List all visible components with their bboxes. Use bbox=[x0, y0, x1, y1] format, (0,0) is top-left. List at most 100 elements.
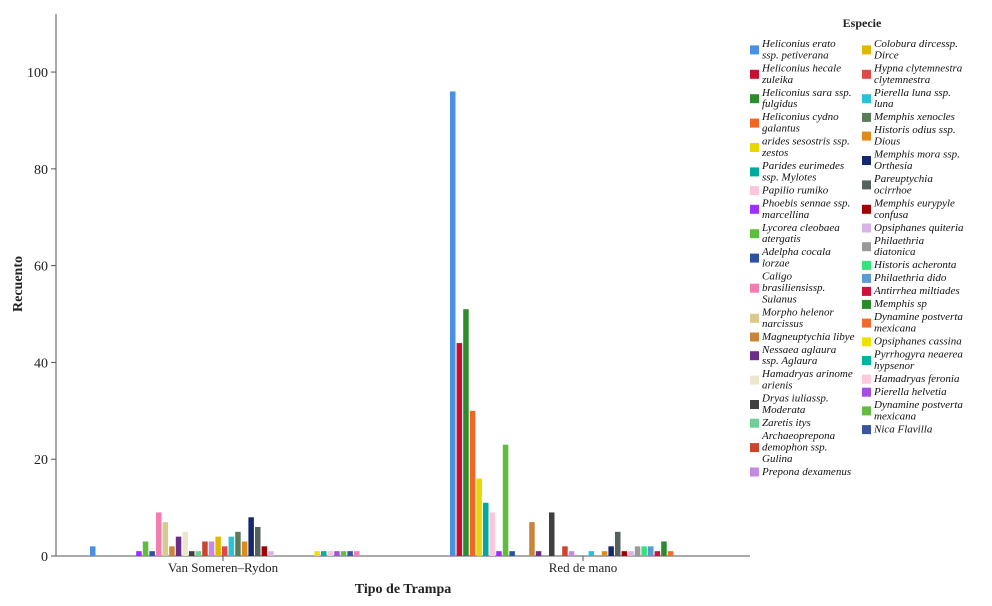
legend-swatch bbox=[750, 418, 759, 428]
legend-label: Magneuptychia libye bbox=[761, 331, 855, 343]
bar bbox=[549, 512, 555, 556]
legend-label: mexicana bbox=[874, 410, 917, 422]
legend-label: Dynamine postverta bbox=[873, 399, 963, 411]
bar bbox=[641, 546, 647, 556]
legend-label: Lycorea cleobaea bbox=[761, 222, 840, 234]
bars bbox=[90, 91, 674, 556]
legend-swatch bbox=[750, 332, 759, 342]
legend-label: diatonica bbox=[874, 246, 916, 258]
bar bbox=[648, 546, 654, 556]
legend-label: hypsenor bbox=[874, 360, 915, 372]
legend-label: Dynamine postverta bbox=[873, 311, 963, 323]
legend-item: Historis odius ssp.Dious bbox=[862, 124, 956, 148]
bar bbox=[156, 512, 162, 556]
legend-swatch bbox=[750, 69, 759, 79]
legend-swatch bbox=[862, 180, 871, 190]
legend-swatch bbox=[750, 443, 759, 453]
y-tick-label: 60 bbox=[34, 260, 48, 275]
bar bbox=[261, 546, 268, 556]
legend-label: Gulina bbox=[762, 453, 793, 465]
x-axis-ticks: Van Someren–Rydon Red de mano bbox=[168, 556, 617, 575]
bar bbox=[509, 551, 515, 556]
legend-label: Dirce bbox=[873, 49, 899, 61]
legend-label: Heliconius hecale bbox=[761, 62, 841, 74]
legend-label: lorzae bbox=[762, 258, 790, 270]
bar bbox=[529, 522, 535, 556]
legend-title: Especie bbox=[843, 16, 882, 30]
legend-label: Colobura dircessp. bbox=[874, 38, 958, 50]
legend-item: Memphis xenocles bbox=[862, 111, 955, 123]
bar bbox=[450, 91, 456, 556]
legend-label: zestos bbox=[761, 147, 788, 159]
legend-item: Prepona dexamenus bbox=[750, 466, 851, 478]
legend-label: Zaretis itys bbox=[762, 417, 811, 429]
legend-label: Memphis xenocles bbox=[873, 111, 955, 123]
legend-swatch bbox=[750, 45, 759, 55]
legend-item: Colobura dircessp.Dirce bbox=[862, 38, 958, 61]
legend-swatch bbox=[750, 94, 759, 104]
bar bbox=[202, 541, 208, 556]
legend-swatch bbox=[862, 286, 871, 296]
legend-label: mexicana bbox=[874, 323, 917, 335]
legend-swatch bbox=[750, 467, 759, 477]
bar bbox=[489, 512, 496, 556]
bar bbox=[608, 546, 614, 556]
legend-swatch bbox=[750, 313, 759, 323]
legend-label: Philaethria bbox=[873, 235, 925, 247]
legend-label: ssp. Aglaura bbox=[762, 355, 818, 367]
bar bbox=[90, 546, 96, 556]
legend-item: Phoebis sennae ssp.marcellina bbox=[750, 197, 850, 221]
legend-label: arides sesostris ssp. bbox=[762, 136, 850, 148]
legend-label: Pyrrhogyra neaerea bbox=[873, 349, 963, 361]
legend-item: Pierella luna ssp.luna bbox=[862, 87, 951, 110]
bar bbox=[248, 517, 254, 556]
bar bbox=[222, 546, 228, 556]
legend-swatch bbox=[750, 400, 759, 409]
legend-label: luna bbox=[874, 98, 894, 110]
legend-swatch bbox=[862, 260, 871, 270]
legend-label: narcissus bbox=[762, 318, 803, 330]
x-tick-label: Red de mano bbox=[549, 560, 618, 575]
legend-label: Opsiphanes cassina bbox=[874, 336, 962, 348]
legend-swatch bbox=[862, 204, 871, 214]
legend-label: Historis acheronta bbox=[873, 259, 957, 271]
legend-label: Pierella luna ssp. bbox=[873, 87, 951, 99]
bar bbox=[476, 478, 482, 556]
legend-item: Memphis sp bbox=[862, 298, 927, 310]
legend-label: Orthesia bbox=[874, 160, 913, 172]
bar bbox=[195, 551, 202, 556]
bar bbox=[340, 551, 347, 556]
legend-item: Opsiphanes cassina bbox=[862, 336, 962, 348]
legend-swatch bbox=[862, 131, 871, 141]
legend-swatch bbox=[750, 167, 759, 177]
bar bbox=[535, 551, 542, 556]
legend-swatch bbox=[862, 318, 871, 328]
legend-swatch bbox=[750, 351, 759, 361]
legend-item: Dryas iuliassp.Moderata bbox=[750, 393, 829, 416]
legend-swatch bbox=[862, 299, 871, 309]
legend-swatch bbox=[750, 143, 759, 152]
legend-swatch bbox=[862, 406, 871, 416]
legend-label: Phoebis sennae ssp. bbox=[761, 197, 850, 209]
legend-label: Caligo bbox=[762, 271, 792, 283]
legend-label: Opsiphanes quiteria bbox=[874, 222, 964, 234]
y-tick-label: 100 bbox=[27, 66, 48, 81]
legend-label: Antirrhea miltiades bbox=[873, 285, 960, 297]
legend-swatch bbox=[862, 223, 871, 233]
bar bbox=[496, 551, 502, 556]
legend-label: Heliconius cydno bbox=[761, 111, 839, 123]
legend-label: Heliconius erato bbox=[761, 38, 836, 50]
legend-label: Adelpha cocala bbox=[761, 246, 831, 258]
bar bbox=[142, 541, 149, 556]
